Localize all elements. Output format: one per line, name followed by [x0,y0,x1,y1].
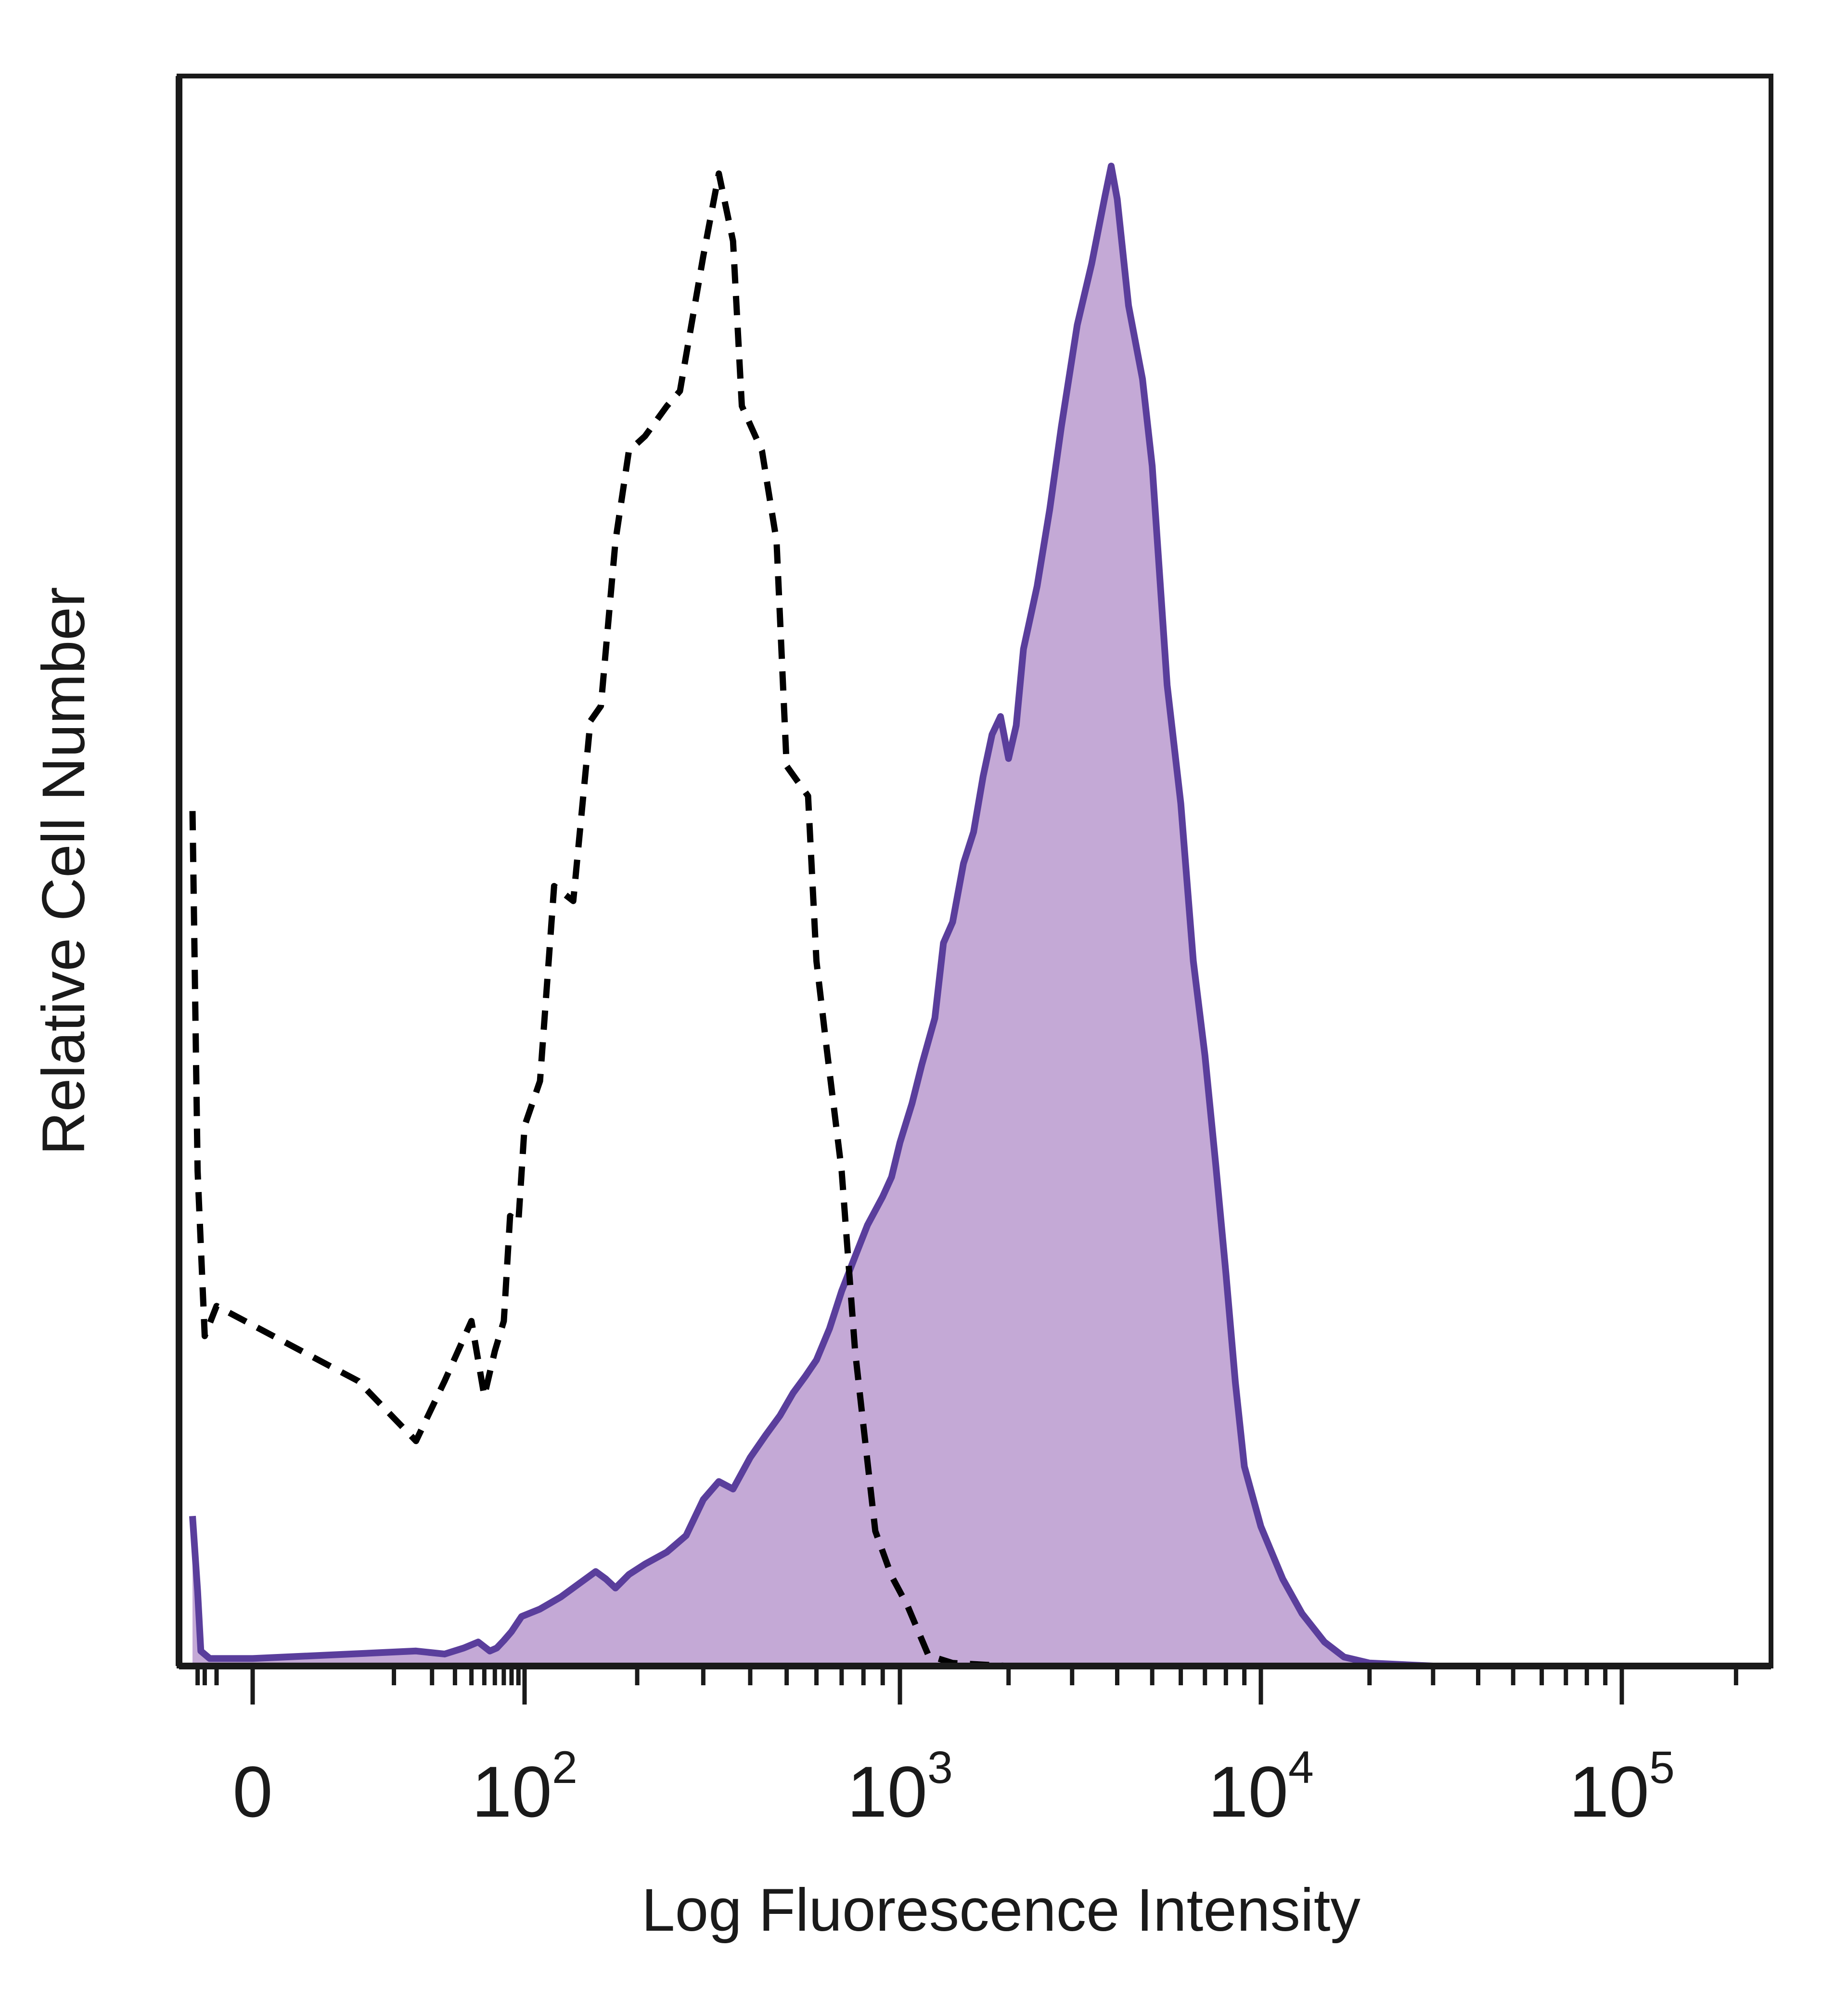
x-tick-label: 0 [232,1751,272,1832]
series-layer [189,163,1752,1669]
x-tick-label-exponent: 5 [1649,1742,1675,1793]
x-tick-label: 103 [847,1742,953,1832]
x-tick-label-base: 10 [847,1751,927,1832]
y-axis-title: Relative Cell Number [30,587,97,1155]
x-tick-label-exponent: 4 [1288,1742,1314,1793]
x-tick-label: 102 [472,1742,578,1832]
x-tick-label-base: 10 [472,1751,552,1832]
plot-area [176,74,1773,1669]
x-tick-label-base: 10 [1208,1751,1288,1832]
x-axis-tick-labels: 0 102 103 104 105 [232,1742,1675,1832]
x-axis-title: Log Fluorescence Intensity [642,1877,1360,1944]
x-tick-label-exponent: 3 [927,1742,953,1793]
x-tick-label: 105 [1569,1742,1675,1832]
x-tick-label: 104 [1208,1742,1314,1832]
x-tick-label-exponent: 2 [552,1742,578,1793]
x-axis-ticks [195,1666,1738,1705]
x-tick-label-base: 0 [232,1751,272,1832]
stained-histogram-outline [189,163,1752,1669]
stained-histogram-fill [192,166,1752,1666]
x-tick-label-base: 10 [1569,1751,1649,1832]
